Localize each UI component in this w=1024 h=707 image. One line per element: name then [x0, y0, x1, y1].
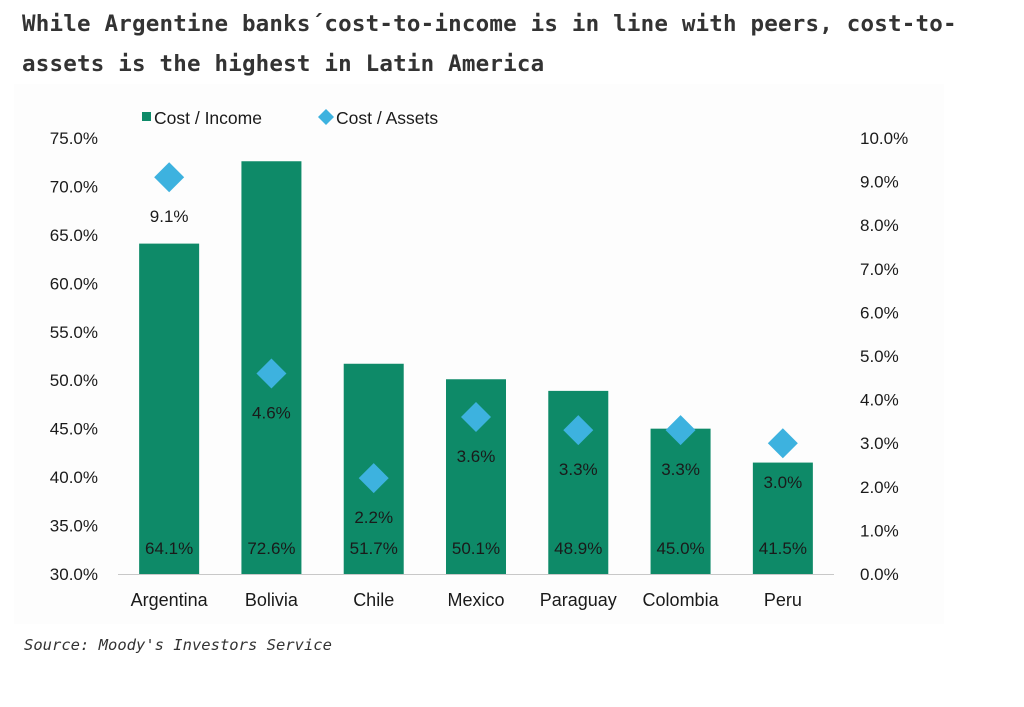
chart-title: While Argentine banks´cost-to-income is …: [22, 11, 957, 77]
y-right-tick-label: 9.0%: [860, 173, 899, 192]
y-left-tick-label: 70.0%: [50, 177, 98, 196]
legend-label-bar: Cost / Income: [154, 108, 262, 128]
y-left-tick-label: 40.0%: [50, 468, 98, 487]
y-left-tick-label: 60.0%: [50, 274, 98, 293]
diamond-marker: [256, 358, 287, 389]
y-right-tick-label: 6.0%: [860, 303, 899, 322]
y-left-tick-label: 75.0%: [50, 129, 98, 148]
y-right-tick-label: 2.0%: [860, 478, 899, 497]
x-tick-label: Argentina: [131, 590, 209, 610]
legend-label-diamond: Cost / Assets: [336, 108, 438, 128]
bar: [139, 243, 200, 574]
y-right-tick-label: 4.0%: [860, 391, 899, 410]
diamond-marker: [767, 428, 798, 459]
x-tick-label: Mexico: [447, 590, 504, 610]
bar-value-label: 41.5%: [759, 539, 807, 558]
legend-swatch-bar: [142, 112, 151, 121]
bar-value-label: 50.1%: [452, 539, 500, 558]
y-left-tick-label: 30.0%: [50, 565, 98, 584]
y-right-tick-label: 3.0%: [860, 434, 899, 453]
y-left-tick-label: 65.0%: [50, 226, 98, 245]
diamond-marker: [154, 162, 185, 193]
diamond-marker: [358, 463, 389, 494]
bar: [752, 462, 813, 574]
chart-panel: 64.1% 72.6% 51.7% 50.1% 48.9% 45.0% 41.5% Argen…: [14, 84, 944, 624]
diamond-value-label: 4.6%: [252, 403, 291, 422]
x-tick-label: Chile: [353, 590, 394, 610]
diamond-value-label: 3.6%: [457, 447, 496, 466]
y-right-tick-label: 5.0%: [860, 347, 899, 366]
x-tick-label: Paraguay: [540, 590, 617, 610]
bar-value-label: 48.9%: [554, 539, 602, 558]
legend-swatch-diamond: [318, 109, 334, 125]
bar-value-label: 64.1%: [145, 539, 193, 558]
y-left-tick-label: 55.0%: [50, 323, 98, 342]
x-tick-label: Peru: [764, 590, 802, 610]
y-right-tick-label: 10.0%: [860, 129, 908, 148]
bar-value-label: 51.7%: [350, 539, 398, 558]
x-tick-label: Bolivia: [245, 590, 299, 610]
y-left-tick-label: 35.0%: [50, 517, 98, 536]
y-right-tick-label: 8.0%: [860, 216, 899, 235]
y-right-tick-label: 1.0%: [860, 521, 899, 540]
source-note: Source: Moody's Investors Service: [24, 636, 332, 654]
y-right-tick-label: 0.0%: [860, 565, 899, 584]
y-left-tick-label: 45.0%: [50, 420, 98, 439]
x-tick-label: Colombia: [643, 590, 720, 610]
diamond-value-label: 3.3%: [559, 460, 598, 479]
diamond-marker: [665, 415, 696, 446]
diamond-marker: [461, 402, 491, 433]
chart: 64.1% 72.6% 51.7% 50.1% 48.9% 45.0% 41.5% Argen…: [50, 108, 908, 610]
diamond-value-label: 3.0%: [763, 473, 802, 492]
y-left-tick-label: 50.0%: [50, 371, 98, 390]
bar: [650, 428, 711, 574]
diamond-value-label: 3.3%: [661, 460, 700, 479]
diamond-marker: [563, 415, 594, 446]
y-right-tick-label: 7.0%: [860, 260, 899, 279]
bar-value-label: 45.0%: [656, 539, 704, 558]
bar-value-label: 72.6%: [247, 539, 295, 558]
diamond-value-label: 2.2%: [354, 508, 393, 527]
diamond-value-label: 9.1%: [150, 207, 189, 226]
